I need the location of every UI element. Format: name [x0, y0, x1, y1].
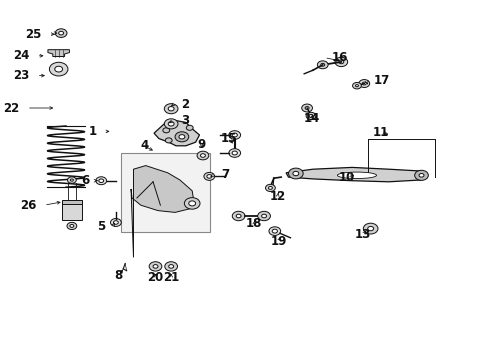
Circle shape [163, 128, 169, 133]
Circle shape [113, 221, 118, 224]
Circle shape [67, 222, 77, 230]
Circle shape [99, 179, 103, 183]
Bar [62, 201, 81, 220]
Circle shape [203, 172, 214, 180]
Circle shape [179, 135, 184, 139]
Circle shape [153, 265, 158, 268]
Circle shape [228, 149, 240, 157]
Circle shape [49, 62, 68, 76]
Bar [121, 153, 210, 232]
Text: 9: 9 [197, 138, 205, 150]
Circle shape [268, 186, 272, 189]
Circle shape [288, 168, 303, 179]
Text: 25: 25 [25, 28, 41, 41]
Circle shape [55, 29, 67, 37]
Ellipse shape [337, 172, 376, 179]
Text: 1: 1 [88, 125, 97, 138]
Bar [62, 200, 81, 204]
Circle shape [70, 179, 73, 181]
Text: 15: 15 [220, 132, 237, 145]
Text: 10: 10 [338, 171, 355, 184]
Circle shape [358, 80, 369, 87]
Text: 11: 11 [371, 126, 388, 139]
Circle shape [184, 198, 200, 209]
Circle shape [168, 107, 174, 111]
Text: 5: 5 [97, 220, 105, 233]
Circle shape [149, 262, 162, 271]
Circle shape [236, 214, 241, 218]
Circle shape [301, 104, 312, 112]
Circle shape [317, 61, 327, 69]
Circle shape [55, 66, 62, 72]
Text: 13: 13 [354, 228, 370, 241]
Circle shape [165, 138, 172, 143]
Circle shape [232, 151, 237, 155]
Circle shape [228, 131, 240, 139]
Text: 3: 3 [181, 114, 189, 127]
Circle shape [70, 225, 74, 228]
Polygon shape [48, 50, 69, 57]
Circle shape [268, 227, 280, 235]
Circle shape [305, 112, 315, 120]
Circle shape [363, 223, 377, 234]
Circle shape [261, 214, 266, 218]
Text: 2: 2 [181, 98, 189, 111]
Circle shape [168, 265, 173, 268]
Text: 18: 18 [245, 217, 262, 230]
Text: 19: 19 [270, 235, 286, 248]
Circle shape [96, 177, 106, 185]
Circle shape [164, 119, 178, 129]
Text: 4: 4 [140, 139, 148, 152]
Circle shape [362, 82, 366, 85]
Circle shape [206, 175, 211, 178]
Text: 16: 16 [331, 51, 347, 64]
Circle shape [272, 229, 277, 233]
Circle shape [188, 201, 195, 206]
Circle shape [168, 122, 174, 126]
Polygon shape [285, 167, 425, 182]
Text: 17: 17 [373, 75, 389, 87]
Circle shape [292, 171, 298, 176]
Circle shape [164, 104, 178, 114]
Circle shape [320, 63, 324, 66]
Text: 8: 8 [115, 269, 122, 282]
Circle shape [59, 31, 63, 35]
Text: 7: 7 [221, 168, 229, 181]
Circle shape [232, 211, 244, 221]
Circle shape [305, 107, 308, 109]
Text: 24: 24 [13, 49, 29, 62]
Circle shape [110, 219, 121, 226]
Text: 14: 14 [303, 112, 320, 125]
Circle shape [186, 125, 193, 130]
Circle shape [308, 114, 312, 117]
Circle shape [414, 170, 427, 180]
Circle shape [257, 211, 270, 221]
Text: 20: 20 [147, 271, 163, 284]
Circle shape [418, 174, 423, 177]
Circle shape [367, 226, 373, 231]
Polygon shape [131, 166, 193, 257]
Circle shape [164, 262, 177, 271]
Circle shape [175, 132, 188, 142]
Circle shape [197, 151, 208, 160]
Circle shape [200, 154, 205, 157]
Circle shape [265, 184, 275, 192]
Text: 22: 22 [3, 102, 20, 114]
Circle shape [338, 60, 343, 64]
Polygon shape [154, 121, 199, 146]
Text: 26: 26 [20, 199, 37, 212]
Circle shape [352, 82, 361, 89]
Circle shape [334, 57, 347, 67]
Circle shape [67, 177, 76, 183]
Text: 6: 6 [81, 174, 89, 187]
Circle shape [232, 133, 237, 137]
Text: 21: 21 [163, 271, 179, 284]
Text: 23: 23 [13, 69, 29, 82]
Circle shape [355, 85, 358, 87]
Text: 12: 12 [269, 190, 285, 203]
